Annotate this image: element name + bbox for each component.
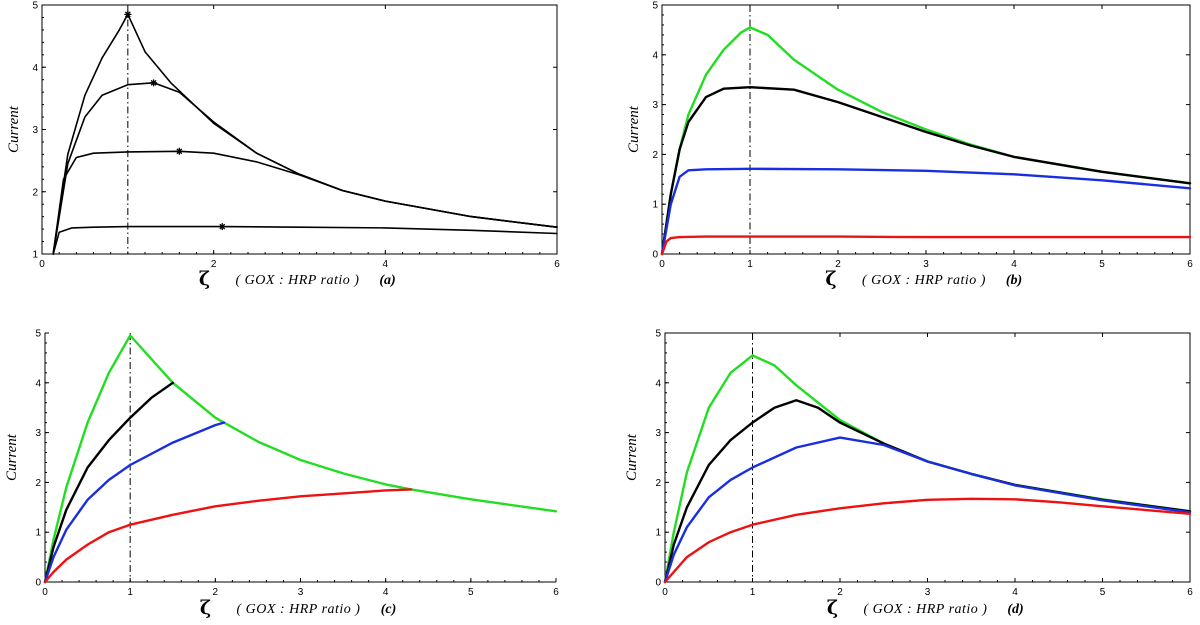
x-tick-label: 2 bbox=[213, 587, 219, 598]
y-tick-label: 4 bbox=[652, 50, 658, 61]
series-line-3 bbox=[663, 436, 1192, 584]
series-line-3 bbox=[660, 167, 1192, 256]
y-tick-label: 2 bbox=[32, 187, 38, 198]
x-axis-symbol: ζ bbox=[199, 268, 210, 290]
x-tick-label: 6 bbox=[1187, 587, 1193, 598]
plot-axes bbox=[44, 333, 556, 583]
y-tick-label: 4 bbox=[32, 63, 38, 74]
y-axis-label: Current bbox=[624, 433, 640, 481]
series-line-2 bbox=[660, 86, 1192, 256]
y-tick-label: 2 bbox=[652, 150, 658, 161]
series-line-4 bbox=[43, 488, 413, 584]
x-axis-symbol: ζ bbox=[827, 597, 838, 619]
x-tick-label: 4 bbox=[383, 587, 389, 598]
panel-a: 0 2 4 6 1 2 3 4 5 Current ζ ( GOX : HRP ratio ) (a) bbox=[6, 1, 560, 291]
series-line-3 bbox=[43, 421, 226, 584]
y-tick-label: 5 bbox=[32, 1, 38, 12]
x-tick-label: 0 bbox=[42, 587, 48, 598]
y-tick-label: 1 bbox=[32, 250, 38, 261]
y-tick-label: 3 bbox=[652, 100, 658, 111]
series-line-4 bbox=[660, 235, 1192, 256]
data-marker bbox=[175, 147, 183, 155]
x-tick-label: 1 bbox=[127, 587, 133, 598]
y-tick-label: 0 bbox=[35, 578, 41, 589]
y-tick-label: 1 bbox=[655, 528, 661, 539]
panel-c: 0 1 2 3 4 5 6 0 1 2 3 4 5 Current ζ ( GOX : HRP ratio )… bbox=[4, 329, 559, 620]
plot-frame bbox=[664, 332, 1191, 583]
y-tick-label: 2 bbox=[655, 478, 661, 489]
plot-frame bbox=[41, 4, 558, 255]
panel-label: (d) bbox=[1007, 602, 1023, 617]
series-line-2 bbox=[52, 82, 558, 255]
y-tick-label: 5 bbox=[35, 329, 41, 340]
x-tick-label: 4 bbox=[1011, 259, 1017, 270]
x-axis-label: ( GOX : HRP ratio ) bbox=[236, 273, 360, 288]
x-tick-label: 0 bbox=[662, 587, 668, 598]
y-tick-label: 1 bbox=[35, 528, 41, 539]
series-line-4 bbox=[663, 497, 1192, 584]
y-axis-label: Current bbox=[4, 433, 20, 481]
x-tick-label: 1 bbox=[750, 587, 756, 598]
x-axis-label: ( GOX : HRP ratio ) bbox=[864, 602, 988, 617]
x-axis-label: ( GOX : HRP ratio ) bbox=[237, 602, 361, 617]
series-line-1 bbox=[43, 334, 558, 584]
y-tick-label: 2 bbox=[35, 478, 41, 489]
x-tick-label: 6 bbox=[554, 259, 560, 270]
x-tick-label: 0 bbox=[39, 259, 45, 270]
series-line-3 bbox=[52, 150, 558, 255]
x-tick-label: 6 bbox=[553, 587, 559, 598]
panel-label: (c) bbox=[381, 602, 397, 617]
panel-label: (b) bbox=[1006, 273, 1022, 288]
x-tick-label: 0 bbox=[659, 259, 665, 270]
panel-b: 0 1 2 3 4 5 6 0 1 2 3 4 5 Current ζ ( GOX : HRP ratio )… bbox=[626, 1, 1193, 291]
y-tick-label: 5 bbox=[655, 329, 661, 340]
x-tick-label: 4 bbox=[383, 259, 389, 270]
x-tick-label: 4 bbox=[1012, 587, 1018, 598]
data-marker bbox=[218, 223, 226, 231]
x-axis-symbol: ζ bbox=[825, 268, 836, 290]
x-tick-label: 2 bbox=[211, 259, 217, 270]
series-line-1 bbox=[663, 354, 1192, 584]
y-tick-label: 0 bbox=[652, 250, 658, 261]
y-tick-label: 3 bbox=[655, 428, 661, 439]
x-tick-label: 5 bbox=[468, 587, 474, 598]
data-marker bbox=[150, 79, 158, 87]
x-tick-label: 5 bbox=[1100, 587, 1106, 598]
x-axis-symbol: ζ bbox=[200, 597, 211, 619]
y-tick-label: 3 bbox=[32, 125, 38, 136]
x-tick-label: 6 bbox=[1187, 259, 1193, 270]
series-line-4 bbox=[52, 225, 558, 255]
y-tick-label: 4 bbox=[35, 378, 41, 389]
data-marker bbox=[124, 10, 132, 18]
y-tick-label: 5 bbox=[652, 1, 658, 12]
y-tick-label: 0 bbox=[655, 578, 661, 589]
series-line-1 bbox=[660, 26, 1192, 256]
x-tick-label: 3 bbox=[925, 587, 931, 598]
x-tick-label: 2 bbox=[837, 587, 843, 598]
y-axis-label: Current bbox=[626, 105, 642, 153]
panel-d: 0 1 2 3 4 5 6 0 1 2 3 4 5 Current ζ ( GOX : HRP ratio )… bbox=[624, 329, 1193, 620]
y-tick-label: 3 bbox=[35, 428, 41, 439]
x-tick-label: 1 bbox=[747, 259, 753, 270]
x-tick-label: 3 bbox=[298, 587, 304, 598]
x-axis-label: ( GOX : HRP ratio ) bbox=[862, 273, 986, 288]
x-tick-label: 3 bbox=[923, 259, 929, 270]
x-tick-label: 2 bbox=[835, 259, 841, 270]
y-tick-label: 4 bbox=[655, 378, 661, 389]
series-line-2 bbox=[43, 381, 174, 584]
series-line-2 bbox=[663, 399, 1192, 584]
y-tick-label: 1 bbox=[652, 200, 658, 211]
panel-label: (a) bbox=[379, 273, 395, 288]
x-tick-label: 5 bbox=[1099, 259, 1105, 270]
y-axis-label: Current bbox=[6, 105, 22, 153]
